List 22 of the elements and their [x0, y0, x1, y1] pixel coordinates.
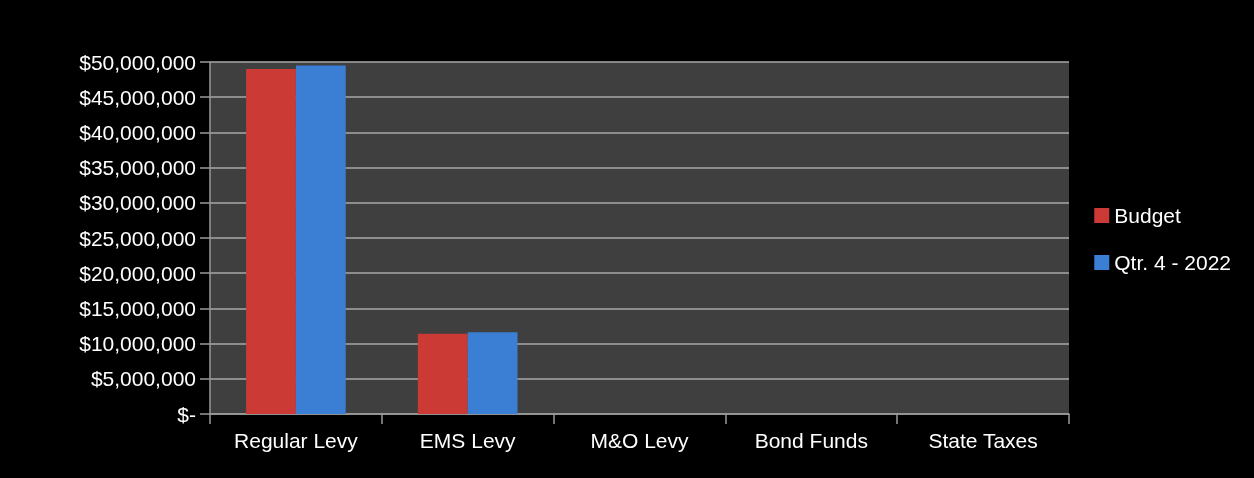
x-tick-label: State Taxes: [928, 429, 1038, 452]
bar: [246, 69, 296, 414]
x-tick-label: Regular Levy: [234, 429, 359, 452]
y-tick-label: $25,000,000: [79, 226, 196, 250]
y-tick-label: $20,000,000: [79, 261, 196, 285]
y-tick-label: $-: [177, 402, 196, 426]
y-tick-label: $45,000,000: [79, 85, 196, 109]
x-tick-label: Bond Funds: [754, 429, 868, 452]
y-tick-label: $15,000,000: [79, 296, 196, 320]
y-tick-label: $40,000,000: [79, 120, 196, 144]
bar: [295, 65, 346, 414]
y-tick-label: $50,000,000: [79, 50, 196, 74]
bar: [467, 332, 518, 414]
y-tick-label: $5,000,000: [90, 367, 196, 391]
y-tick-label: $35,000,000: [79, 156, 196, 180]
bar: [417, 333, 468, 414]
x-tick-label: EMS Levy: [419, 429, 517, 452]
legend-label: Budget: [1114, 204, 1181, 227]
x-tick-label: M&O Levy: [590, 429, 690, 452]
y-tick-label: $30,000,000: [79, 191, 196, 215]
y-tick-label: $10,000,000: [79, 332, 196, 356]
legend-label: Qtr. 4 - 2022: [1114, 251, 1231, 274]
